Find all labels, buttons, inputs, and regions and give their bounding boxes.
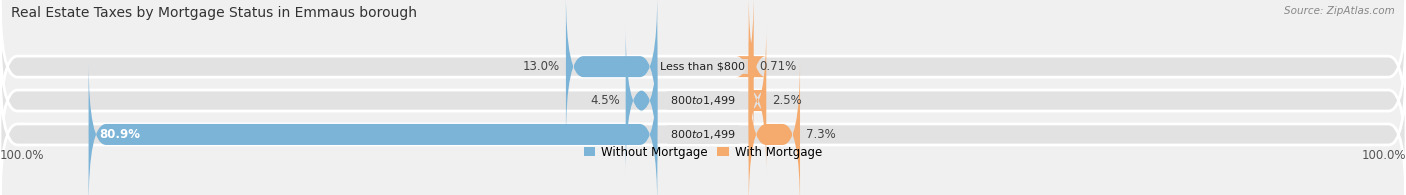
- FancyBboxPatch shape: [565, 0, 657, 141]
- FancyBboxPatch shape: [0, 60, 1406, 195]
- Text: $800 to $1,499: $800 to $1,499: [671, 128, 735, 141]
- Text: 100.0%: 100.0%: [0, 149, 45, 162]
- FancyBboxPatch shape: [749, 60, 800, 195]
- Text: 7.3%: 7.3%: [806, 128, 835, 141]
- Text: 80.9%: 80.9%: [98, 128, 141, 141]
- Text: 2.5%: 2.5%: [772, 94, 801, 107]
- FancyBboxPatch shape: [0, 26, 1406, 175]
- Text: 100.0%: 100.0%: [1361, 149, 1406, 162]
- FancyBboxPatch shape: [749, 26, 766, 175]
- Text: 0.71%: 0.71%: [759, 60, 797, 73]
- Text: Real Estate Taxes by Mortgage Status in Emmaus borough: Real Estate Taxes by Mortgage Status in …: [11, 6, 418, 20]
- Text: 4.5%: 4.5%: [591, 94, 620, 107]
- Text: Source: ZipAtlas.com: Source: ZipAtlas.com: [1284, 6, 1395, 16]
- FancyBboxPatch shape: [89, 60, 657, 195]
- Legend: Without Mortgage, With Mortgage: Without Mortgage, With Mortgage: [579, 141, 827, 163]
- FancyBboxPatch shape: [626, 26, 657, 175]
- FancyBboxPatch shape: [0, 0, 1406, 141]
- FancyBboxPatch shape: [737, 0, 766, 141]
- Text: 13.0%: 13.0%: [523, 60, 560, 73]
- Text: Less than $800: Less than $800: [661, 62, 745, 72]
- Text: $800 to $1,499: $800 to $1,499: [671, 94, 735, 107]
